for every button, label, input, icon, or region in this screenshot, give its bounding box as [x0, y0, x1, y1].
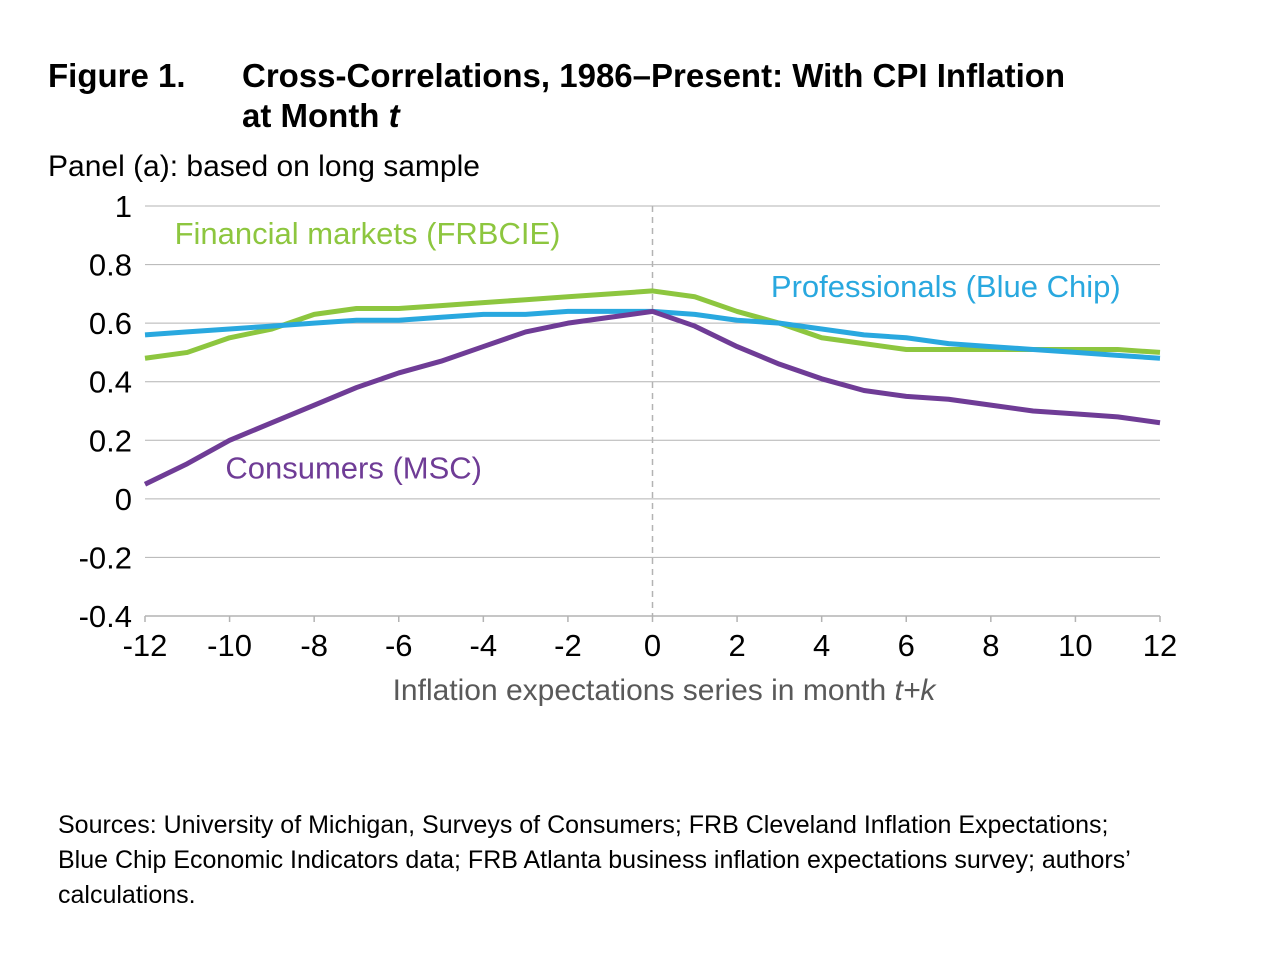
y-tick-label: -0.4: [79, 599, 132, 634]
x-tick-label: 2: [728, 628, 745, 663]
y-tick-label: 0.2: [89, 423, 132, 458]
series-label-0: Financial markets (FRBCIE): [175, 216, 561, 251]
y-tick-label: 0.6: [89, 306, 132, 341]
x-axis-label: Inflation expectations series in month t…: [393, 674, 938, 707]
x-tick-label: -2: [554, 628, 582, 663]
x-tick-label: 0: [644, 628, 661, 663]
x-tick-label: 12: [1143, 628, 1177, 663]
x-tick-label: 8: [982, 628, 999, 663]
panel-label: Panel (a): based on long sample: [48, 150, 480, 183]
series-line-0: [144, 288, 1161, 361]
series-line-2: [143, 308, 1161, 487]
x-tick-label: 10: [1058, 628, 1092, 663]
x-tick-label: 4: [813, 628, 830, 663]
x-axis-label-italic: t+k: [895, 674, 938, 707]
figure-title-main: Cross-Correlations, 1986–Present: With C…: [242, 57, 1066, 134]
y-tick-label: 0.8: [89, 248, 132, 283]
x-tick-label: -4: [470, 628, 498, 663]
x-axis-label-main: Inflation expectations series in month: [393, 674, 895, 707]
y-tick-label: 1: [115, 189, 132, 224]
y-tick-label: 0: [115, 482, 132, 517]
x-tick-label: -10: [207, 628, 252, 663]
x-tick-label: -8: [300, 628, 328, 663]
x-tick-label: -12: [123, 628, 168, 663]
y-tick-label: -0.2: [79, 540, 132, 575]
series-label-1: Professionals (Blue Chip): [771, 269, 1121, 304]
y-tick-label: 0.4: [89, 365, 132, 400]
figure-title-italic: t: [388, 97, 400, 134]
x-tick-label: 6: [898, 628, 915, 663]
x-tick-label: -6: [385, 628, 413, 663]
series-label-2: Consumers (MSC): [225, 450, 482, 485]
figure-label: Figure 1.: [48, 57, 186, 94]
sources-note: Sources: University of Michigan, Surveys…: [58, 811, 1130, 909]
figure-title-text: Cross-Correlations, 1986–Present: With C…: [242, 56, 1082, 136]
